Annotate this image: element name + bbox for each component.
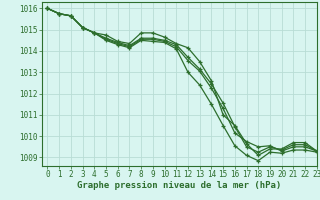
X-axis label: Graphe pression niveau de la mer (hPa): Graphe pression niveau de la mer (hPa) bbox=[77, 181, 281, 190]
